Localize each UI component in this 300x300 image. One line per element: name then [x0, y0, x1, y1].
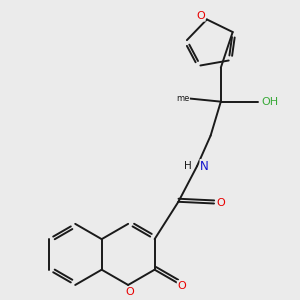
Text: OH: OH: [262, 97, 279, 106]
Text: O: O: [125, 287, 134, 297]
Text: N: N: [200, 160, 209, 172]
Text: O: O: [216, 199, 225, 208]
Text: H: H: [184, 161, 191, 171]
Text: O: O: [196, 11, 205, 21]
Text: O: O: [177, 281, 186, 291]
Text: me: me: [176, 94, 190, 103]
